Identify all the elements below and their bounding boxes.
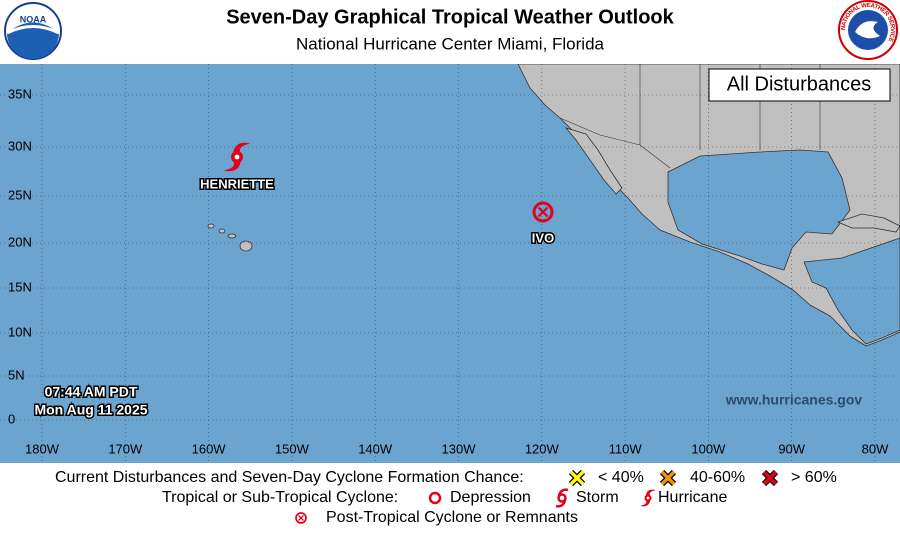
remnant-cross (298, 515, 304, 521)
latitude-label: 0 (8, 411, 15, 426)
hurricane-arm (223, 160, 241, 172)
nws-logo: NATIONAL WEATHER SERVICE (838, 0, 898, 60)
latitude-label: 25N (8, 187, 32, 202)
longitude-label: 180W (25, 441, 60, 456)
longitude-label: 80W (862, 441, 889, 456)
caribbean-sea (803, 237, 900, 345)
hurricane-center (646, 496, 650, 500)
systems: HENRIETTE IVO (199, 142, 556, 247)
latitude-label: 10N (8, 324, 32, 339)
legend-cyclone-type: Storm (576, 489, 619, 506)
formation-symbol (659, 469, 677, 487)
formation-cross (569, 470, 585, 486)
longitude-label: 170W (108, 441, 143, 456)
formation-cross (762, 470, 778, 486)
legend-cyclone-label: Tropical or Sub-Tropical Cyclone: (162, 489, 398, 506)
timestamp-date: Mon Aug 11 2025 (34, 402, 147, 418)
longitude-label: 110W (609, 441, 643, 456)
legend: Current Disturbances and Seven-Day Cyclo… (55, 469, 837, 526)
hurricane-arm (645, 489, 656, 496)
legend-cyclone-type: Depression (450, 489, 531, 506)
latitude-label: 20N (8, 234, 32, 249)
remnant-cross (537, 206, 549, 218)
storm-arm (555, 488, 569, 508)
legend-cyclone-type: Hurricane (658, 489, 727, 506)
longitude-label: 120W (525, 441, 560, 456)
longitude-label: 130W (442, 441, 477, 456)
latitude-label: 15N (8, 279, 32, 294)
graticule: 35N 30N 25N 20N 15N 10N 5N 0 180W 170W 160W 150W 140… (0, 64, 900, 463)
hurricane-symbol (223, 142, 251, 172)
latitude-label: 30N (8, 138, 32, 153)
latitude-label: 35N (8, 86, 32, 101)
longitude-label: 90W (778, 441, 805, 456)
land-baja (564, 127, 623, 195)
storm-eye (557, 493, 567, 503)
hurricane-arm (233, 142, 251, 154)
gulf-of-mexico (667, 149, 851, 271)
formation-symbol (761, 469, 779, 487)
legend-formation-chance: > 60% (791, 469, 837, 486)
remnant-symbol (295, 512, 307, 524)
longitude-label: 140W (358, 441, 393, 456)
formation-cross (660, 470, 676, 486)
land-cuba (836, 213, 900, 233)
timestamp-time: 07:44 AM PDT (45, 384, 138, 400)
hurricane-center (234, 154, 240, 160)
remnant-ring (532, 201, 554, 223)
map: 35N 30N 25N 20N 15N 10N 5N 0 180W 170W 160W 150W 140… (0, 64, 900, 463)
title: Seven-Day Graphical Tropical Weather Out… (226, 6, 674, 28)
land-hawaii (207, 223, 253, 252)
storm-symbol (555, 488, 569, 508)
legend-formation-label: Current Disturbances and Seven-Day Cyclo… (55, 469, 524, 486)
formation-symbol (568, 469, 586, 487)
noaa-logo-text: NOAA (20, 14, 47, 24)
remnant-ring (295, 512, 307, 524)
website: www.hurricanes.gov (725, 392, 863, 408)
depression-symbol (428, 491, 442, 505)
system-name: HENRIETTE (200, 176, 274, 191)
hurricane-arm (640, 500, 651, 507)
legend-formation-chance: < 40% (598, 469, 644, 486)
panel-label: All Disturbances (727, 73, 872, 95)
legend-post-tropical: Post-Tropical Cyclone or Remnants (326, 509, 578, 526)
land-us-borders (559, 64, 821, 169)
system-name: IVO (532, 230, 554, 245)
longitude-label: 100W (691, 441, 726, 456)
remnant-symbol (532, 201, 554, 223)
subtitle: National Hurricane Center Miami, Florida (296, 34, 605, 53)
panel-label-box (708, 68, 891, 102)
legend-formation-chance: 40-60% (690, 469, 745, 486)
longitude-label: 150W (275, 441, 310, 456)
longitude-label: 160W (192, 441, 227, 456)
hurricane-symbol (640, 489, 656, 507)
latitude-label: 5N (8, 367, 25, 382)
noaa-logo: NOAA (4, 2, 62, 60)
